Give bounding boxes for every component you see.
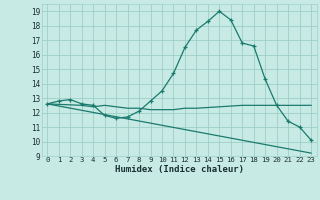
X-axis label: Humidex (Indice chaleur): Humidex (Indice chaleur): [115, 165, 244, 174]
